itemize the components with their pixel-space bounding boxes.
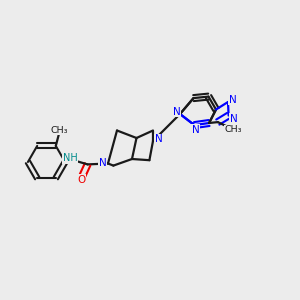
Text: N: N	[229, 94, 237, 105]
Text: N: N	[154, 134, 162, 145]
Text: N: N	[99, 158, 106, 169]
Text: CH₃: CH₃	[225, 125, 242, 134]
Text: NH: NH	[63, 153, 78, 163]
Text: N: N	[192, 125, 200, 135]
Text: N: N	[230, 113, 237, 124]
Text: N: N	[172, 106, 180, 117]
Text: O: O	[77, 175, 86, 185]
Text: CH₃: CH₃	[51, 126, 68, 135]
